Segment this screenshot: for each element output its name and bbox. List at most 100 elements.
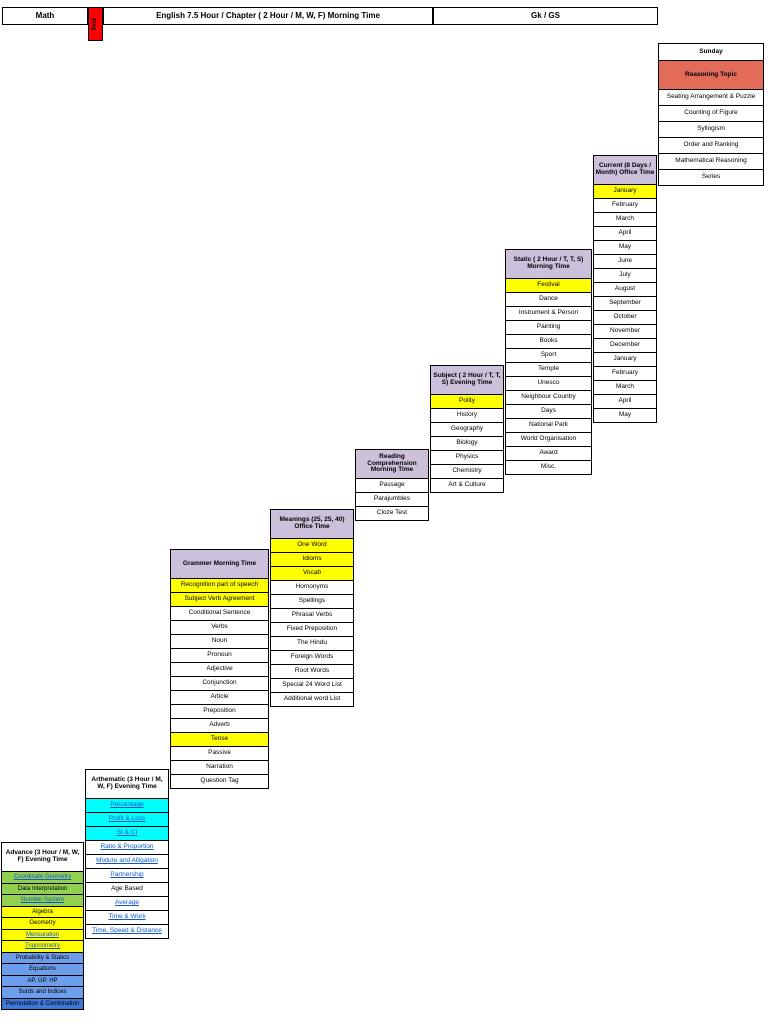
current-item: March: [593, 212, 657, 227]
section-arithmetic: Arthematic (3 Hour / M, W, F) Evening Ti…: [85, 769, 169, 939]
static-item: Sport: [505, 348, 592, 363]
meanings-item: Phrasal Verbs: [270, 608, 354, 623]
current-item: September: [593, 296, 657, 311]
static-item: Neighbour Country: [505, 390, 592, 405]
subject-column-header: Subject ( 2 Hour / T, T, S) Evening Time: [430, 365, 504, 395]
grammar-item: Article: [170, 690, 269, 705]
static-item: Temple: [505, 362, 592, 377]
arithmetic-column-header: Arthematic (3 Hour / M, W, F) Evening Ti…: [85, 769, 169, 799]
subject-item: Biology: [430, 436, 504, 451]
arithmetic-item: Age Based: [85, 882, 169, 897]
section-advance-math: Advance (3 Hour / M, W, F) Evening Time C…: [1, 842, 84, 1010]
grammar-item: Conditional Sentence: [170, 606, 269, 621]
reading-column-header: Reading Comprehension Morning Time: [355, 449, 429, 479]
meanings-item: The Hindu: [270, 636, 354, 651]
meanings-item: Special 24 Word List: [270, 678, 354, 693]
current-item: April: [593, 226, 657, 241]
meanings-item: Fixed Preposition: [270, 622, 354, 637]
grammar-item: Preposition: [170, 704, 269, 719]
current-column-header: Current (8 Days / Month) Office Time: [593, 155, 657, 185]
meanings-item: Additional word List: [270, 692, 354, 707]
grammar-item: Passive: [170, 746, 269, 761]
subject-item: Art & Culture: [430, 478, 504, 493]
test-cell: Test: [88, 7, 103, 41]
current-item: February: [593, 198, 657, 213]
reading-item: Parajumbles: [355, 492, 429, 507]
arithmetic-item[interactable]: Profit & Loss: [85, 812, 169, 827]
arithmetic-item[interactable]: Percentage: [85, 798, 169, 813]
static-item: Days: [505, 404, 592, 419]
grammar-item: Adverb: [170, 718, 269, 733]
test-cell-label: Test: [91, 17, 99, 31]
arithmetic-item[interactable]: Partnership: [85, 868, 169, 883]
static-item: Award: [505, 446, 592, 461]
sunday-item: Series: [658, 169, 764, 186]
arithmetic-item[interactable]: Time & Work: [85, 910, 169, 925]
current-item: January: [593, 352, 657, 367]
reading-item: Passage: [355, 478, 429, 493]
sunday-group-header: Sunday: [658, 43, 764, 61]
current-item: November: [593, 324, 657, 339]
header-math: Math: [2, 7, 88, 25]
current-item: May: [593, 408, 657, 423]
reading-item: Cloze Test: [355, 506, 429, 521]
static-item: National Park: [505, 418, 592, 433]
grammar-item: Adjective: [170, 662, 269, 677]
meanings-item: Homonyms: [270, 580, 354, 595]
arithmetic-item[interactable]: SI & CI: [85, 826, 169, 841]
header-gk-gs: Gk / GS: [433, 7, 658, 25]
static-item: Misc.: [505, 460, 592, 475]
static-item: Instrument & Person: [505, 306, 592, 321]
grammar-item: Recognition part of speech: [170, 578, 269, 593]
arithmetic-item[interactable]: Average: [85, 896, 169, 911]
static-item: Dance: [505, 292, 592, 307]
sunday-item: Counting of Figure: [658, 105, 764, 122]
subject-item: Physics: [430, 450, 504, 465]
section-reading-comprehension: Reading Comprehension Morning Time Passag…: [355, 449, 429, 521]
current-item: March: [593, 380, 657, 395]
meanings-item: Root Words: [270, 664, 354, 679]
current-item: June: [593, 254, 657, 269]
current-item: May: [593, 240, 657, 255]
meanings-item: Vocab: [270, 566, 354, 581]
grammar-item: Noun: [170, 634, 269, 649]
grammar-item: Conjunction: [170, 676, 269, 691]
static-item: World Organisation: [505, 432, 592, 447]
section-grammar: Grammer Morning Time Recognition part of …: [170, 549, 269, 789]
sunday-item: Order and Ranking: [658, 137, 764, 154]
advance-column-header: Advance (3 Hour / M, W, F) Evening Time: [1, 842, 84, 872]
current-item: January: [593, 184, 657, 199]
section-static-gk: Static ( 2 Hour / T, T, S) Morning Time F…: [505, 249, 592, 475]
arithmetic-item[interactable]: Time, Speed & Distance: [85, 924, 169, 939]
arithmetic-item[interactable]: Mixture and Alligation: [85, 854, 169, 869]
subject-item: Chemistry: [430, 464, 504, 479]
grammar-item: Tense: [170, 732, 269, 747]
subject-item: Geography: [430, 422, 504, 437]
current-item: October: [593, 310, 657, 325]
grammar-item: Subject Verb Agreement: [170, 592, 269, 607]
meanings-column-header: Meanings (25, 25, 40) Office Time: [270, 509, 354, 539]
meanings-item: Idioms: [270, 552, 354, 567]
current-item: July: [593, 268, 657, 283]
current-item: December: [593, 338, 657, 353]
subject-item: Polity: [430, 394, 504, 409]
grammar-column-header: Grammer Morning Time: [170, 549, 269, 579]
header-english: English 7.5 Hour / Chapter ( 2 Hour / M,…: [103, 7, 433, 25]
static-item: Festival: [505, 278, 592, 293]
current-item: February: [593, 366, 657, 381]
arithmetic-item[interactable]: Ratio & Proportion: [85, 840, 169, 855]
static-column-header: Static ( 2 Hour / T, T, S) Morning Time: [505, 249, 592, 279]
section-current-affairs: Current (8 Days / Month) Office Time Janu…: [593, 155, 657, 423]
static-item: Unesco: [505, 376, 592, 391]
current-item: April: [593, 394, 657, 409]
sunday-item: Seating Arrangement & Puzzle: [658, 89, 764, 106]
meanings-item: Foreign Words: [270, 650, 354, 665]
section-meanings: Meanings (25, 25, 40) Office Time One Wor…: [270, 509, 354, 707]
sunday-column-header: Reasoning Topic: [658, 60, 764, 90]
section-sunday-reasoning: Sunday Reasoning Topic Seating Arrangement…: [658, 43, 764, 186]
grammar-item: Narration: [170, 760, 269, 775]
grammar-item: Verbs: [170, 620, 269, 635]
current-item: August: [593, 282, 657, 297]
grammar-item: Pronoun: [170, 648, 269, 663]
